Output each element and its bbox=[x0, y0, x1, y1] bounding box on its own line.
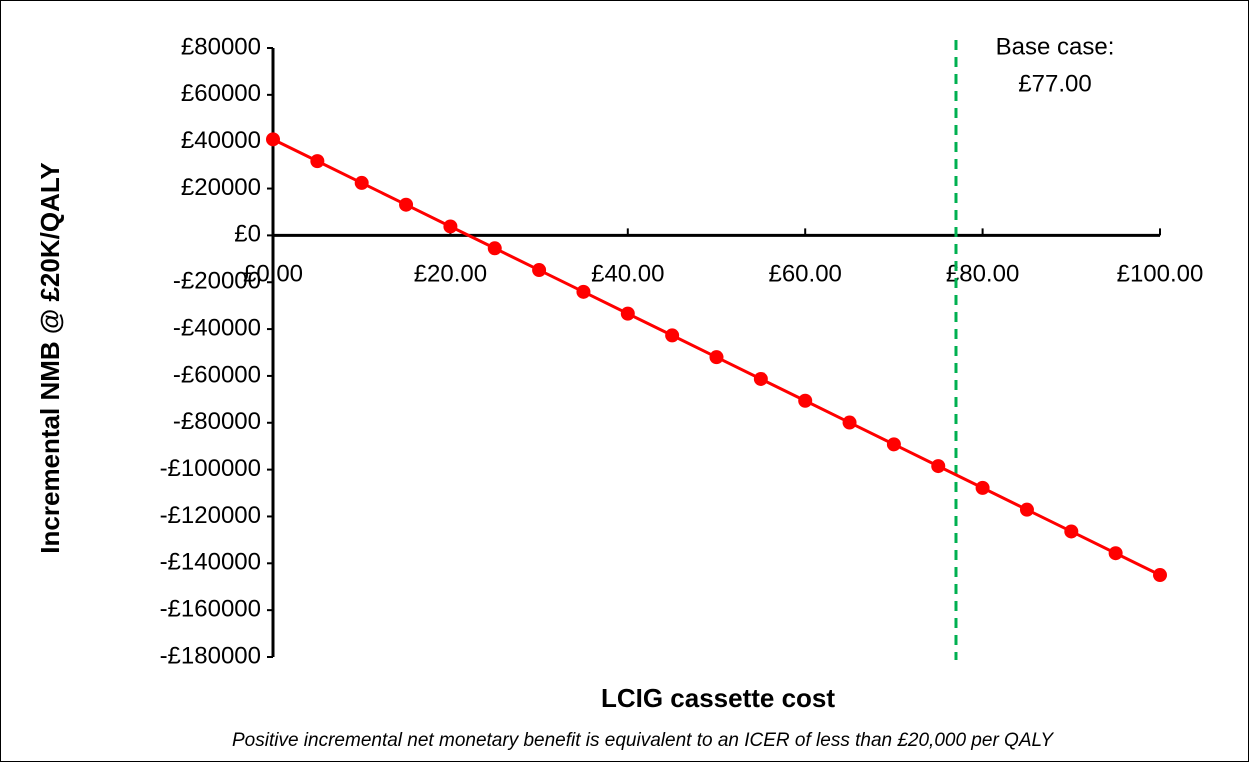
data-point bbox=[665, 328, 680, 343]
y-tick-label: £40000 bbox=[181, 127, 261, 154]
data-point bbox=[842, 415, 857, 430]
data-point bbox=[1108, 546, 1123, 561]
y-tick-label: £20000 bbox=[181, 174, 261, 201]
x-tick-label: £60.00 bbox=[768, 261, 841, 288]
reference-label: Base case: bbox=[996, 33, 1115, 60]
x-tick-label: £20.00 bbox=[414, 261, 487, 288]
y-tick-label: -£60000 bbox=[173, 361, 261, 388]
data-point bbox=[532, 263, 547, 278]
data-point bbox=[798, 393, 813, 408]
x-tick-label: £40.00 bbox=[591, 261, 664, 288]
data-point bbox=[399, 197, 414, 212]
data-point bbox=[310, 154, 325, 169]
data-point bbox=[576, 284, 591, 299]
y-tick-label: £0 bbox=[234, 221, 261, 248]
data-point bbox=[443, 219, 458, 234]
data-point bbox=[354, 175, 369, 190]
y-axis-title: Incremental NMB @ £20K/QALY bbox=[35, 162, 65, 553]
y-tick-label: -£100000 bbox=[160, 455, 261, 482]
data-point bbox=[620, 306, 635, 321]
x-tick-label: £100.00 bbox=[1117, 261, 1204, 288]
y-tick-label: -£160000 bbox=[160, 595, 261, 622]
y-tick-label: -£120000 bbox=[160, 502, 261, 529]
data-point bbox=[487, 241, 502, 256]
data-point bbox=[931, 459, 946, 474]
reference-label: £77.00 bbox=[1018, 70, 1091, 97]
y-tick-label: -£140000 bbox=[160, 549, 261, 576]
data-point bbox=[975, 480, 990, 495]
x-tick-label: £80.00 bbox=[946, 261, 1019, 288]
data-point bbox=[753, 371, 768, 386]
y-tick-label: £80000 bbox=[181, 33, 261, 60]
y-tick-label: -£180000 bbox=[160, 642, 261, 669]
y-tick-label: -£40000 bbox=[173, 314, 261, 341]
data-point bbox=[886, 437, 901, 452]
data-point bbox=[709, 350, 724, 365]
y-tick-label: -£80000 bbox=[173, 408, 261, 435]
footnote: Positive incremental net monetary benefi… bbox=[232, 730, 1054, 751]
data-point bbox=[266, 132, 280, 147]
x-tick-label: £0.00 bbox=[243, 261, 303, 288]
data-point bbox=[1064, 524, 1079, 539]
x-axis-title: LCIG cassette cost bbox=[601, 683, 835, 713]
data-point bbox=[1153, 568, 1167, 583]
y-tick-label: -£20000 bbox=[173, 268, 261, 295]
y-tick-label: £60000 bbox=[181, 80, 261, 107]
data-point bbox=[1019, 502, 1034, 517]
